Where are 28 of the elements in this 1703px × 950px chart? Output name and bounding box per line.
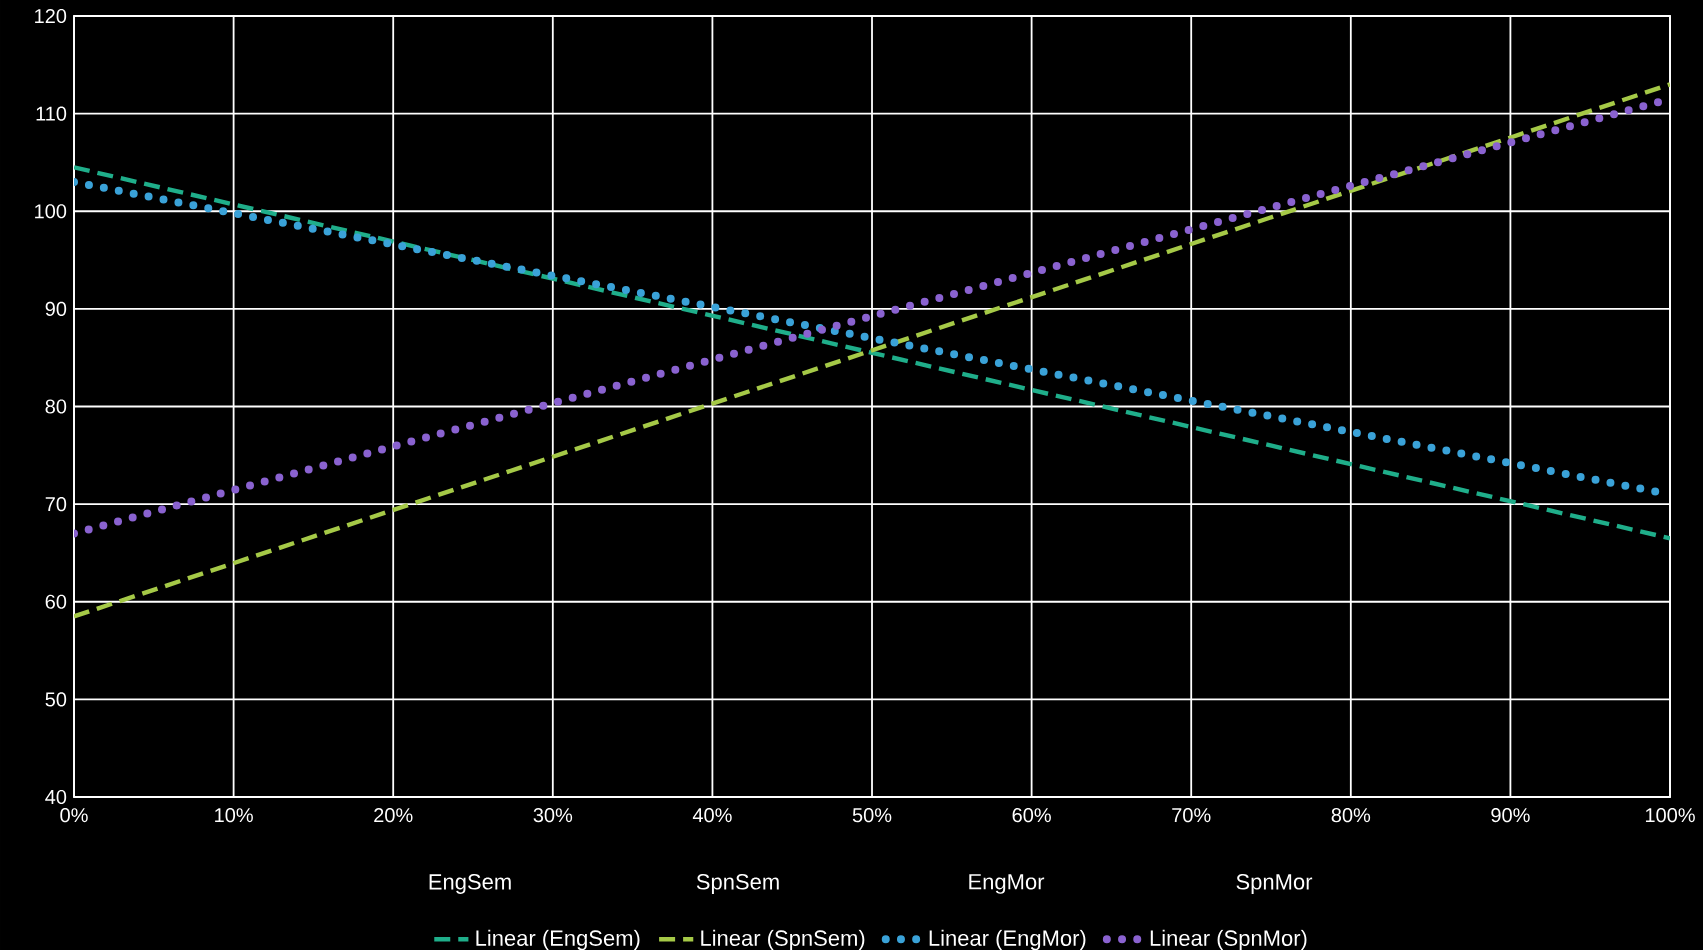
x-tick-label: 80%	[1331, 808, 1371, 823]
y-tick-label: 120	[35, 8, 67, 24]
y-tick-label: 50	[45, 692, 67, 707]
y-tick-label: 100	[35, 204, 67, 219]
x-tick-label: 40%	[692, 808, 732, 823]
y-tick-label: 70	[45, 497, 67, 512]
text: SpnMor	[1236, 874, 1313, 894]
x-tick-label: 60%	[1012, 808, 1051, 823]
text: SpnSem	[696, 874, 779, 894]
x-tick-label: 0%	[60, 808, 88, 823]
x-tick-label: 30%	[533, 808, 573, 823]
legend-label: Linear (EngMor)	[929, 929, 1086, 950]
y-tick-label: 90	[45, 301, 67, 316]
x-tick-label: 50%	[852, 808, 892, 823]
y-tick-label: 110	[36, 106, 67, 121]
y-tick-label: 60	[45, 594, 67, 609]
x-tick-label: 70%	[1172, 808, 1211, 823]
x-tick-label: 90%	[1491, 808, 1530, 823]
legend-label: Linear (EngSem)	[476, 929, 640, 950]
text: EngSem	[429, 874, 511, 894]
x-tick-label: 10%	[215, 808, 253, 823]
x-tick-label: 100%	[1645, 808, 1695, 823]
text: EngMor	[969, 874, 1045, 894]
legend-label: Linear (SpnSem)	[701, 929, 865, 950]
x-tick-label: 20%	[374, 808, 413, 823]
legend-label: Linear (SpnMor)	[1150, 929, 1307, 950]
y-tick-label: 80	[45, 399, 67, 414]
y-tick-label: 40	[45, 789, 67, 805]
